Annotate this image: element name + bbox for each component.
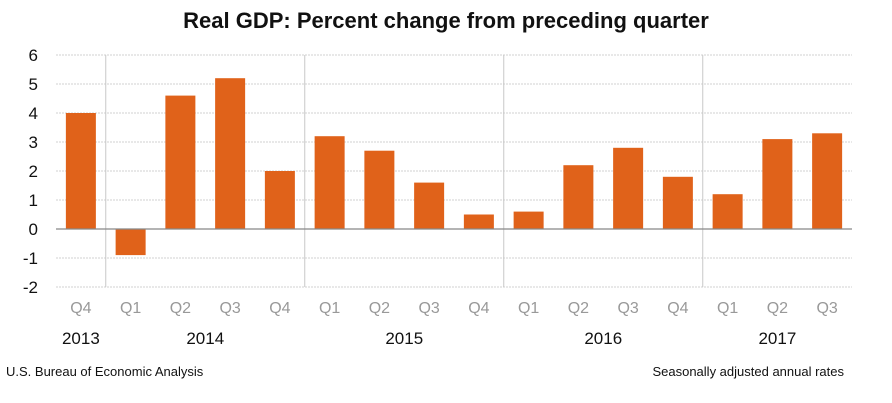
x-tick-label: Q2: [767, 300, 788, 317]
bar: [513, 211, 544, 229]
bar: [712, 194, 743, 229]
x-tick-label: Q4: [667, 300, 688, 317]
y-tick-label: 1: [29, 191, 38, 210]
chart-title: Real GDP: Percent change from preceding …: [183, 8, 709, 33]
bar: [314, 136, 345, 229]
year-label: 2017: [758, 329, 796, 348]
year-label: 2015: [385, 329, 423, 348]
source-label: U.S. Bureau of Economic Analysis: [6, 364, 204, 379]
year-label: 2016: [584, 329, 622, 348]
x-tick-label: Q1: [120, 300, 141, 317]
x-tick-label: Q4: [269, 300, 290, 317]
y-tick-label: -2: [23, 278, 38, 297]
bar: [463, 214, 494, 229]
bar: [762, 139, 793, 229]
x-tick-label: Q1: [518, 300, 539, 317]
bar: [812, 133, 843, 229]
year-label: 2014: [186, 329, 224, 348]
x-tick-label: Q2: [170, 300, 191, 317]
y-tick-label: 4: [29, 104, 38, 123]
bar: [115, 229, 146, 256]
bar: [563, 165, 594, 229]
x-tick-label: Q3: [617, 300, 638, 317]
x-tick-label: Q3: [418, 300, 439, 317]
x-tick-label: Q2: [369, 300, 390, 317]
bar: [264, 171, 295, 229]
bar: [414, 182, 445, 229]
y-tick-label: 0: [29, 220, 38, 239]
bar: [613, 147, 644, 229]
y-tick-label: 2: [29, 162, 38, 181]
bar: [364, 150, 395, 229]
bar: [165, 95, 196, 229]
x-tick-label: Q3: [219, 300, 240, 317]
y-tick-label: 5: [29, 75, 38, 94]
x-tick-label: Q2: [568, 300, 589, 317]
bar: [65, 113, 96, 229]
x-tick-label: Q1: [717, 300, 738, 317]
x-tick-label: Q4: [70, 300, 91, 317]
note-label: Seasonally adjusted annual rates: [652, 364, 844, 379]
y-tick-label: 3: [29, 133, 38, 152]
year-label: 2013: [62, 329, 100, 348]
y-tick-label: -1: [23, 249, 38, 268]
x-tick-label: Q1: [319, 300, 340, 317]
bar: [662, 176, 693, 229]
x-tick-label: Q4: [468, 300, 489, 317]
bar: [215, 78, 246, 229]
y-tick-label: 6: [29, 46, 38, 65]
x-tick-label: Q3: [816, 300, 837, 317]
